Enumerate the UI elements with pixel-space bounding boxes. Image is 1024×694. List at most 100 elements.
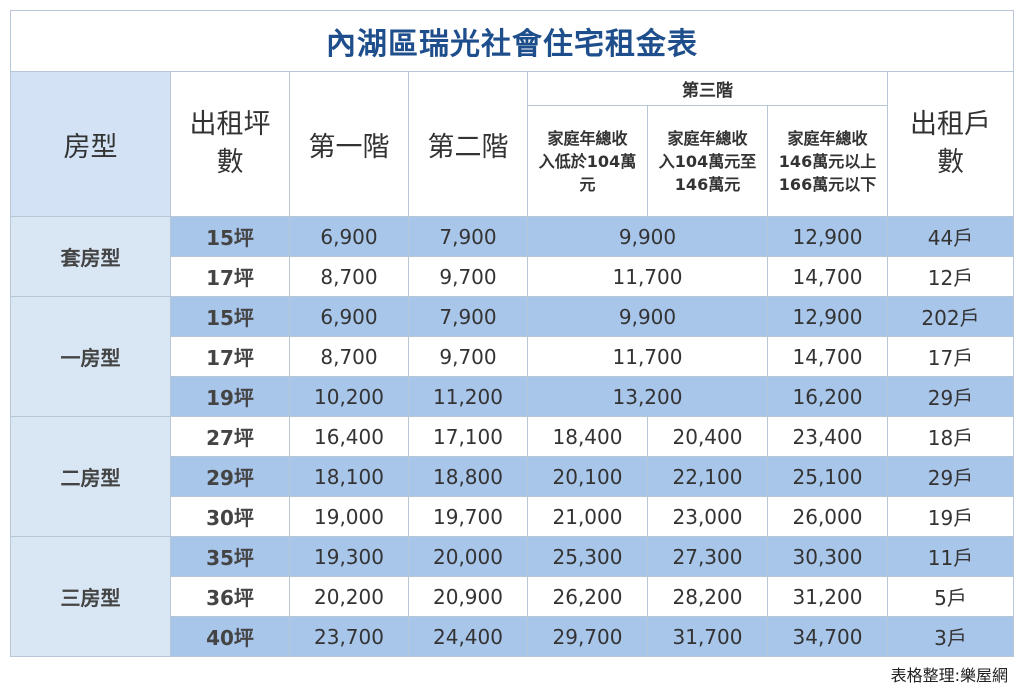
floor3-tier3-rent-cell: 12,900: [767, 216, 888, 257]
floor3-tier1-rent-cell: 29,700: [527, 616, 648, 657]
floor3-tier2-rent-cell: 27,300: [647, 536, 768, 577]
floor3-tier2-rent-cell: 28,200: [647, 576, 768, 617]
header-floor3-tier3: 家庭年總收 146萬元以上 166萬元以下: [767, 105, 888, 217]
table-row: 29坪 18,100 18,800 20,100 22,100 25,100 29戶: [11, 456, 1014, 497]
floor1-rent-cell: 18,100: [289, 456, 409, 497]
header-room-type: 房型: [10, 71, 171, 217]
floor3-tier1-rent-cell: 25,300: [527, 536, 648, 577]
floor3-rent-cell-merged: 9,900: [527, 296, 768, 337]
floor3-tier3-rent-cell: 12,900: [767, 296, 888, 337]
table-title: 內湖區瑞光社會住宅租金表: [10, 10, 1014, 72]
floor3-tier3-rent-cell: 14,700: [767, 256, 888, 297]
units-cell: 17戶: [887, 336, 1014, 377]
floor1-rent-cell: 10,200: [289, 376, 409, 417]
rent-size-cell: 36坪: [170, 576, 290, 617]
floor3-tier3-rent-cell: 23,400: [767, 416, 888, 457]
room-type-cell: 二房型: [10, 416, 171, 537]
floor2-rent-cell: 7,900: [408, 296, 528, 337]
room-type-cell: 一房型: [10, 296, 171, 417]
floor3-rent-cell-merged: 13,200: [527, 376, 768, 417]
floor2-rent-cell: 20,000: [408, 536, 528, 577]
header-floor3-tier1: 家庭年總收 入低於104萬 元: [527, 105, 648, 217]
floor2-rent-cell: 9,700: [408, 256, 528, 297]
rent-size-cell: 15坪: [170, 216, 290, 257]
header-units: 出租戶 數: [887, 71, 1014, 217]
floor1-rent-cell: 19,300: [289, 536, 409, 577]
floor1-rent-cell: 19,000: [289, 496, 409, 537]
floor3-rent-cell-merged: 11,700: [527, 256, 768, 297]
table-row: 二房型 27坪 16,400 17,100 18,400 20,400 23,400 18戶: [10, 416, 1014, 537]
floor2-rent-cell: 20,900: [408, 576, 528, 617]
units-cell: 5戶: [887, 576, 1014, 617]
floor1-rent-cell: 6,900: [289, 216, 409, 257]
floor3-rent-cell-merged: 11,700: [527, 336, 768, 377]
table-row: 40坪 23,700 24,400 29,700 31,700 34,700 3戶: [11, 616, 1014, 657]
floor3-tier3-rent-cell: 16,200: [767, 376, 888, 417]
header-floor3-tier2: 家庭年總收 入104萬元至 146萬元: [647, 105, 768, 217]
floor3-tier3-rent-cell: 30,300: [767, 536, 888, 577]
floor3-tier1-rent-cell: 21,000: [527, 496, 648, 537]
rent-size-cell: 17坪: [170, 336, 290, 377]
rent-table-container: 內湖區瑞光社會住宅租金表 房型 出租坪 數 第一階 第二階 第三階 出租戶 數 …: [10, 10, 1014, 657]
units-cell: 44戶: [887, 216, 1014, 257]
table-row: 一房型 15坪 6,900 7,900 9,900 12,900 202戶: [10, 296, 1014, 417]
rent-table: 內湖區瑞光社會住宅租金表 房型 出租坪 數 第一階 第二階 第三階 出租戶 數 …: [10, 10, 1014, 657]
floor3-tier1-rent-cell: 18,400: [527, 416, 648, 457]
units-cell: 18戶: [887, 416, 1014, 457]
floor1-rent-cell: 16,400: [289, 416, 409, 457]
units-cell: 202戶: [887, 296, 1014, 337]
units-cell: 19戶: [887, 496, 1014, 537]
room-type-cell: 套房型: [10, 216, 171, 297]
table-row: 套房型 15坪 6,900 7,900 9,900 12,900 44戶: [10, 216, 1014, 297]
units-cell: 3戶: [887, 616, 1014, 657]
floor2-rent-cell: 24,400: [408, 616, 528, 657]
table-row: 30坪 19,000 19,700 21,000 23,000 26,000 19戶: [11, 496, 1014, 537]
rent-size-cell: 15坪: [170, 296, 290, 337]
header-floor2: 第二階: [408, 71, 528, 217]
floor3-tier2-rent-cell: 23,000: [647, 496, 768, 537]
floor3-tier3-rent-cell: 34,700: [767, 616, 888, 657]
table-row: 三房型 35坪 19,300 20,000 25,300 27,300 30,300 11戶: [10, 536, 1014, 657]
floor3-tier1-rent-cell: 26,200: [527, 576, 648, 617]
floor3-tier2-rent-cell: 20,400: [647, 416, 768, 457]
table-row: 36坪 20,200 20,900 26,200 28,200 31,200 5戶: [11, 576, 1014, 617]
floor2-rent-cell: 19,700: [408, 496, 528, 537]
header-rent-size: 出租坪 數: [170, 71, 290, 217]
rent-size-cell: 30坪: [170, 496, 290, 537]
table-row: 17坪 8,700 9,700 11,700 14,700 17戶: [11, 336, 1014, 377]
floor3-rent-cell-merged: 9,900: [527, 216, 768, 257]
floor1-rent-cell: 8,700: [289, 336, 409, 377]
rent-size-cell: 35坪: [170, 536, 290, 577]
units-cell: 29戶: [887, 456, 1014, 497]
rent-size-cell: 17坪: [170, 256, 290, 297]
units-cell: 11戶: [887, 536, 1014, 577]
floor1-rent-cell: 8,700: [289, 256, 409, 297]
floor3-tier3-rent-cell: 14,700: [767, 336, 888, 377]
rent-size-cell: 27坪: [170, 416, 290, 457]
floor2-rent-cell: 7,900: [408, 216, 528, 257]
floor3-tier2-rent-cell: 22,100: [647, 456, 768, 497]
floor3-tier3-rent-cell: 31,200: [767, 576, 888, 617]
floor3-tier3-rent-cell: 25,100: [767, 456, 888, 497]
floor2-rent-cell: 17,100: [408, 416, 528, 457]
header-floor3: 第三階: [527, 71, 888, 106]
room-type-cell: 三房型: [10, 536, 171, 657]
rent-table-body: 套房型 15坪 6,900 7,900 9,900 12,900 44戶 17坪 8,700 9,…: [10, 216, 1014, 657]
floor2-rent-cell: 11,200: [408, 376, 528, 417]
header-floor1: 第一階: [289, 71, 409, 217]
units-cell: 29戶: [887, 376, 1014, 417]
table-row: 17坪 8,700 9,700 11,700 14,700 12戶: [11, 256, 1014, 297]
rent-size-cell: 29坪: [170, 456, 290, 497]
floor2-rent-cell: 9,700: [408, 336, 528, 377]
floor1-rent-cell: 23,700: [289, 616, 409, 657]
floor3-tier2-rent-cell: 31,700: [647, 616, 768, 657]
floor3-tier3-rent-cell: 26,000: [767, 496, 888, 537]
floor3-tier1-rent-cell: 20,100: [527, 456, 648, 497]
credit-note: 表格整理:樂屋網: [890, 666, 1008, 685]
floor1-rent-cell: 6,900: [289, 296, 409, 337]
floor2-rent-cell: 18,800: [408, 456, 528, 497]
rent-size-cell: 40坪: [170, 616, 290, 657]
rent-size-cell: 19坪: [170, 376, 290, 417]
floor1-rent-cell: 20,200: [289, 576, 409, 617]
units-cell: 12戶: [887, 256, 1014, 297]
